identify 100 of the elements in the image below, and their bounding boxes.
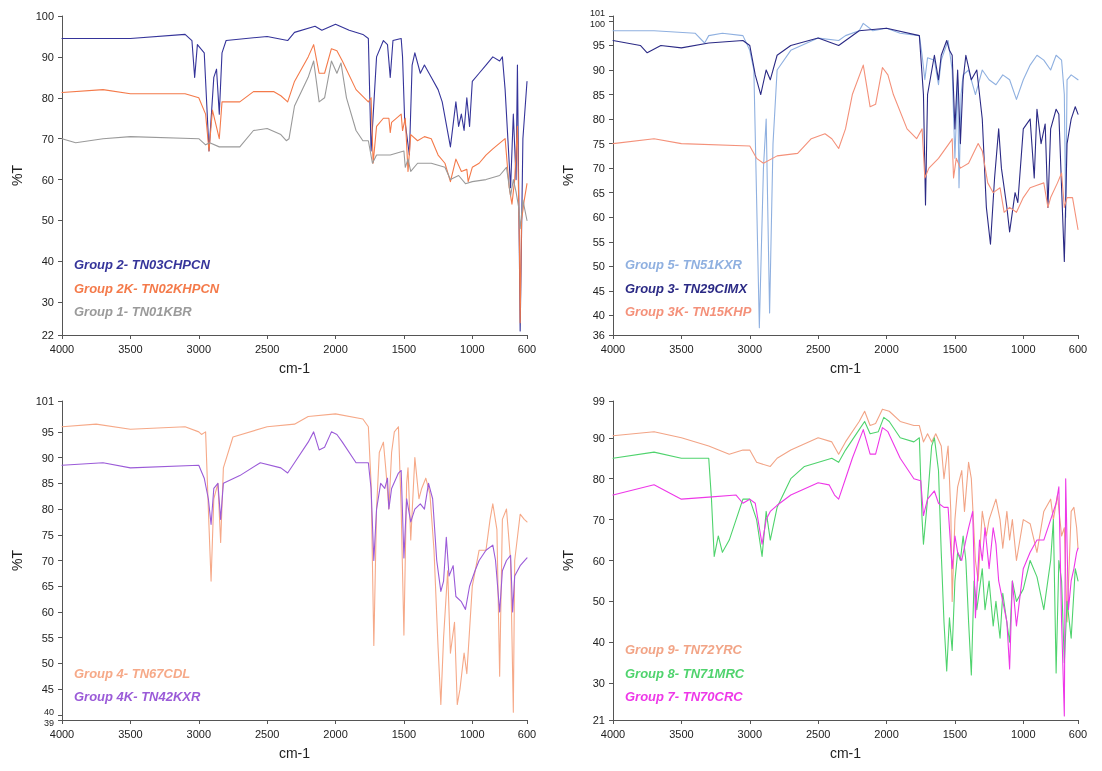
y-tick-label: 70 [592, 162, 605, 175]
x-tick-label: 1500 [391, 342, 417, 355]
x-tick-label: 2500 [805, 727, 831, 740]
y-tick-label: 22 [41, 329, 54, 341]
x-tick-label: 1500 [391, 727, 417, 740]
y-tick-label: 90 [41, 50, 54, 63]
y-tick-label: 80 [592, 472, 605, 485]
x-tick-label: 3000 [737, 727, 763, 740]
text: Group 4K- TN42KXR [74, 689, 202, 704]
y-tick-label: 45 [592, 284, 605, 297]
y-axis-title: %T [9, 164, 25, 186]
x-tick-label: 600 [1068, 727, 1088, 740]
x-tick-label: 2000 [323, 342, 348, 355]
y-tick-label: 99 [592, 395, 605, 407]
x-tick-label: 1000 [1011, 727, 1036, 740]
x-tick-label: 3000 [186, 342, 212, 355]
x-axis-title: cm-1 [829, 360, 862, 376]
line-series [612, 22, 1079, 329]
y-tick-label: 39 [43, 718, 54, 728]
y-tick-label: 95 [592, 39, 605, 52]
x-tick-label: 1000 [460, 342, 485, 355]
x-tick-label: 4000 [49, 342, 75, 355]
y-tick-label: 50 [41, 657, 54, 670]
y-tick-label: 101 [589, 8, 605, 18]
text: Group 7- TN70CRC [625, 689, 744, 704]
y-tick-label: 70 [41, 132, 54, 145]
line-series [612, 408, 1079, 623]
y-tick-label: 40 [592, 309, 605, 322]
series-label: Group 5- TN51KXR [625, 257, 743, 272]
x-tick-label: 2000 [874, 727, 899, 740]
y-tick-label: 90 [592, 63, 605, 76]
y-tick-label: 70 [592, 513, 605, 526]
y-tick-label: 60 [41, 173, 54, 186]
y-tick-label: 36 [592, 329, 605, 341]
y-tick-label: 80 [592, 113, 605, 126]
x-tick-label: 3000 [737, 342, 763, 355]
line-series [61, 60, 528, 230]
text: Group 9- TN72YRC [625, 642, 743, 657]
x-axis-title: cm-1 [278, 745, 311, 761]
y-tick-label: 30 [41, 296, 54, 309]
x-axis-title: cm-1 [829, 745, 862, 761]
x-tick-label: 2500 [805, 342, 831, 355]
y-axis-title: %T [560, 549, 576, 571]
y-tick-label: 50 [41, 214, 54, 227]
y-axis-title: %T [560, 164, 576, 186]
text: Group 1- TN01KBR [74, 304, 193, 319]
y-tick-label: 90 [592, 431, 605, 444]
text: Group 3- TN29CIMX [625, 280, 749, 296]
x-tick-label: 1500 [942, 342, 968, 355]
y-tick-label: 100 [35, 10, 54, 22]
y-tick-label: 40 [592, 636, 605, 649]
x-tick-label: 600 [1068, 342, 1088, 355]
y-tick-label: 85 [592, 88, 605, 101]
line-series [61, 431, 528, 613]
y-tick-label: 70 [41, 554, 54, 567]
x-tick-label: 3500 [118, 727, 143, 740]
x-tick-label: 1000 [460, 727, 485, 740]
line-series [612, 27, 1079, 262]
x-tick-label: 3500 [669, 727, 694, 740]
y-tick-label: 60 [592, 211, 605, 224]
y-tick-label: 90 [41, 451, 54, 464]
x-tick-label: 600 [517, 342, 537, 355]
y-tick-label: 60 [41, 605, 54, 618]
x-tick-label: 2500 [254, 342, 280, 355]
x-tick-label: 4000 [600, 727, 626, 740]
text: Group 3K- TN15KHP [625, 304, 752, 319]
x-tick-label: 3000 [186, 727, 212, 740]
line-series [612, 64, 1079, 231]
x-tick-label: 4000 [49, 727, 75, 740]
x-tick-label: 2000 [323, 727, 348, 740]
x-tick-label: 1000 [1011, 342, 1036, 355]
y-tick-label: 75 [592, 137, 605, 150]
y-tick-label: 21 [592, 714, 605, 726]
y-tick-label: 95 [41, 425, 54, 438]
y-tick-label: 75 [41, 528, 54, 541]
y-tick-label: 101 [35, 395, 54, 407]
y-tick-label: 65 [592, 186, 605, 199]
text: Group 2K- TN02KHPCN [74, 280, 220, 296]
x-axis-title: cm-1 [278, 360, 311, 376]
y-tick-label: 40 [43, 706, 54, 717]
y-tick-label: 65 [41, 580, 54, 593]
line-series [61, 413, 528, 713]
y-tick-label: 50 [592, 595, 605, 608]
y-tick-label: 100 [589, 18, 605, 29]
y-tick-label: 40 [41, 255, 54, 268]
y-tick-label: 55 [592, 235, 605, 248]
text: Group 2- TN03CHPCN [74, 257, 211, 272]
y-tick-label: 80 [41, 503, 54, 516]
text: Group 4- TN67CDL [74, 665, 191, 681]
x-tick-label: 3500 [669, 342, 694, 355]
y-tick-label: 55 [41, 631, 54, 644]
y-tick-label: 80 [41, 91, 54, 104]
x-tick-label: 2500 [254, 727, 280, 740]
y-tick-label: 85 [41, 477, 54, 490]
line-series [612, 427, 1079, 717]
y-tick-label: 45 [41, 683, 54, 696]
text: Group 8- TN71MRC [625, 665, 745, 681]
x-tick-label: 4000 [600, 342, 626, 355]
y-tick-label: 50 [592, 260, 605, 273]
x-tick-label: 600 [517, 727, 537, 740]
